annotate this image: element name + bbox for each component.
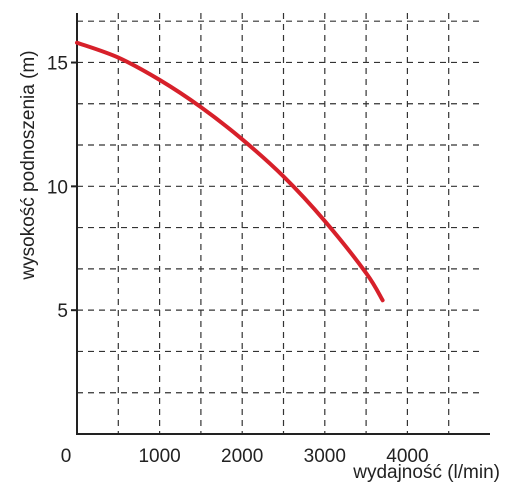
- y-tick-label: 15: [47, 54, 68, 75]
- x-tick-label: 0: [61, 446, 72, 467]
- y-tick-label: 10: [47, 177, 68, 198]
- x-tick-label: 2000: [221, 446, 263, 467]
- y-tick-label: 5: [57, 301, 68, 322]
- axes: [71, 13, 490, 435]
- grid: [77, 13, 482, 434]
- x-axis-label: wydajność (l/min): [352, 462, 500, 483]
- x-tick-label: 3000: [304, 446, 346, 467]
- series-group: [75, 40, 385, 303]
- tick-labels: 0 1000 2000 3000 4000 5 10 15: [47, 54, 429, 467]
- x-tick-label: 1000: [138, 446, 180, 467]
- x-tick-label: 4000: [386, 446, 428, 467]
- performance-curve-line: [75, 40, 385, 303]
- y-axis-label: wysokość podnoszenia (m): [18, 50, 39, 280]
